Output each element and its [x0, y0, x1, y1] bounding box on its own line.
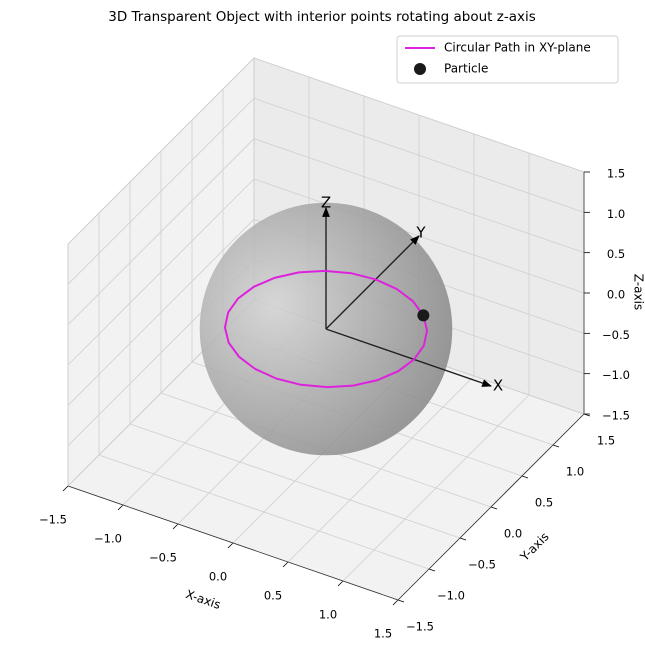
- x-tick-mark: [117, 504, 124, 511]
- legend-label: Particle: [444, 62, 488, 76]
- z-tick-label: −0.5: [602, 328, 630, 342]
- grid-line: [129, 423, 461, 539]
- grid-line: [253, 57, 585, 173]
- legend-box: [396, 35, 619, 84]
- axis-arrow: [325, 235, 420, 330]
- y-tick-mark: [490, 506, 498, 510]
- z-tick-label: 0.5: [607, 247, 625, 261]
- legend-label: Circular Path in XY-plane: [444, 41, 591, 55]
- x-tick-mark: [337, 580, 344, 587]
- axis-arrow-label: Z: [321, 194, 331, 212]
- y-tick-label: −1.5: [406, 620, 434, 634]
- x-tick-mark: [282, 561, 289, 568]
- x-tick-label: 0.5: [264, 589, 282, 603]
- grid-line: [253, 97, 585, 213]
- grid-line: [67, 138, 255, 325]
- axis-line: [67, 485, 399, 601]
- x-tick-mark: [62, 485, 69, 492]
- z-tick-label: −1.0: [602, 368, 630, 382]
- y-tick-mark: [552, 444, 560, 448]
- y-tick-mark: [521, 475, 529, 479]
- z-tick-label: 0.0: [607, 288, 625, 302]
- legend: Circular Path in XY-plane Particle: [396, 35, 619, 84]
- z-tick-label: −1.5: [602, 409, 630, 423]
- legend-swatch: [414, 63, 426, 75]
- z-axis-label: Z-axis: [632, 274, 645, 310]
- x-tick-label: −1.0: [94, 532, 122, 546]
- x-axis-label: X-axis: [184, 587, 223, 612]
- grid-line: [67, 178, 255, 366]
- x-tick-mark: [392, 599, 399, 606]
- x-tick-mark: [172, 523, 179, 530]
- x-tick-label: 0.0: [209, 570, 227, 584]
- y-tick-mark: [428, 568, 436, 572]
- y-tick-mark: [459, 537, 467, 541]
- circular-path: [223, 269, 429, 389]
- axis-arrow-label: Y: [415, 224, 426, 242]
- x-tick-label: −0.5: [149, 551, 177, 565]
- y-tick-label: 1.5: [597, 434, 615, 448]
- z-tick-label: 1.5: [607, 167, 625, 181]
- grid-line: [67, 219, 255, 406]
- axis-arrow: [325, 328, 492, 387]
- grid-line: [98, 454, 430, 570]
- x-tick-label: 1.0: [319, 608, 337, 622]
- axis-arrow-label: X: [493, 377, 503, 395]
- y-tick-label: 0.5: [535, 496, 553, 510]
- x-tick-label: 1.5: [374, 627, 392, 641]
- x-tick-label: −1.5: [39, 513, 67, 527]
- y-tick-label: −0.5: [468, 558, 496, 572]
- grid-line: [67, 57, 255, 245]
- z-tick-label: 1.0: [607, 207, 625, 221]
- chart-title: 3D Transparent Object with interior poin…: [108, 9, 536, 25]
- y-tick-mark: [397, 599, 405, 603]
- grid-line: [67, 98, 255, 285]
- x-tick-mark: [227, 542, 234, 549]
- particle: [417, 309, 430, 322]
- axis-line: [397, 413, 585, 601]
- y-tick-label: 1.0: [566, 465, 584, 479]
- y-tick-label: −1.0: [437, 589, 465, 603]
- grid-line: [253, 138, 585, 254]
- y-tick-label: 0.0: [504, 527, 522, 541]
